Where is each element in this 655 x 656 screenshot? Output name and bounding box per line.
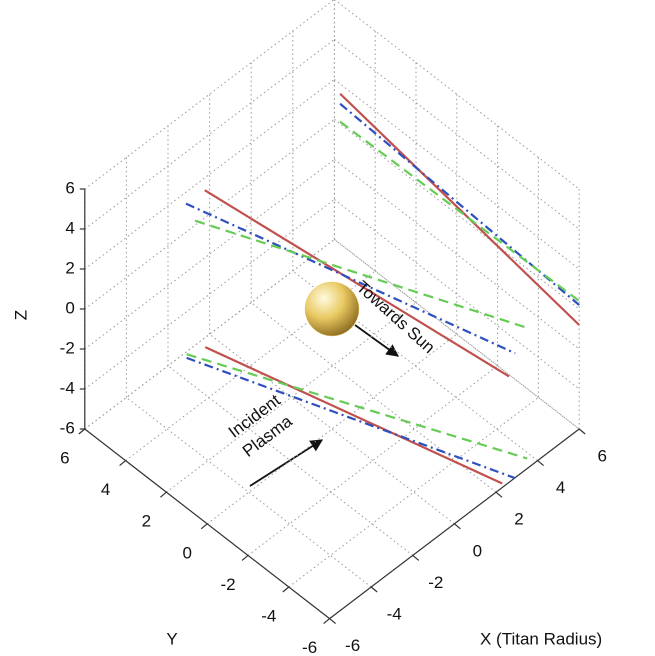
y-tick [324,619,330,624]
x-tick [538,461,544,466]
y-tick [160,492,166,497]
x-tick-label: -6 [345,636,360,655]
x-tick-label: -4 [387,604,402,623]
x-tick [579,429,585,434]
x-tick [330,619,336,624]
x-tick [371,587,377,592]
z-tick-label: 0 [65,298,74,317]
y-tick [120,461,126,466]
trajectory [340,122,579,301]
annotation: Towards Sun [353,277,439,357]
x-tick-label: 2 [514,510,523,529]
grid-line [334,39,579,229]
y-tick [79,429,85,434]
z-tick-label: 2 [65,258,74,277]
trajectory [205,190,509,376]
grid-line [248,366,498,556]
y-tick [283,587,289,592]
y-tick [242,555,248,560]
z-tick-label: -2 [60,338,75,357]
x-tick-label: 6 [597,446,606,465]
z-tick-label: -4 [60,378,75,397]
x-tick-label: 4 [556,478,565,497]
y-tick [201,524,207,529]
trajectory [187,354,528,458]
y-tick-label: 0 [182,543,191,562]
y-tick-label: -2 [220,575,235,594]
z-axis-label: Z [11,310,30,320]
trajectory [340,104,579,305]
y-tick-label: 6 [60,448,69,467]
x-tick [454,524,460,529]
y-axis [85,429,330,619]
z-tick-label: 4 [65,218,74,237]
y-tick-label: 4 [101,480,110,499]
y-axis-label: Y [166,629,177,648]
z-tick-label: 6 [65,178,74,197]
x-tick [496,492,502,497]
grid-line [334,119,579,309]
grid-line [85,39,335,229]
titan-sphere [305,282,359,336]
chart: Z Y X (Titan Radius) -6 -4 -2 0 2 4 6 -6 -4 -2 0 2 4… [0,0,655,656]
y-tick-label: -6 [302,638,317,656]
grid-line [166,303,416,493]
sun-arrow [355,325,398,356]
x-tick-label: 0 [473,541,482,560]
x-tick-label: -2 [428,573,443,592]
y-tick-label: 2 [142,512,151,531]
trajectory [195,221,530,329]
x-tick [413,555,419,560]
y-tick-label: -4 [261,606,276,625]
grid-line [289,397,539,587]
z-tick-label: -6 [60,418,75,437]
x-axis-label: X (Titan Radius) [480,629,602,648]
